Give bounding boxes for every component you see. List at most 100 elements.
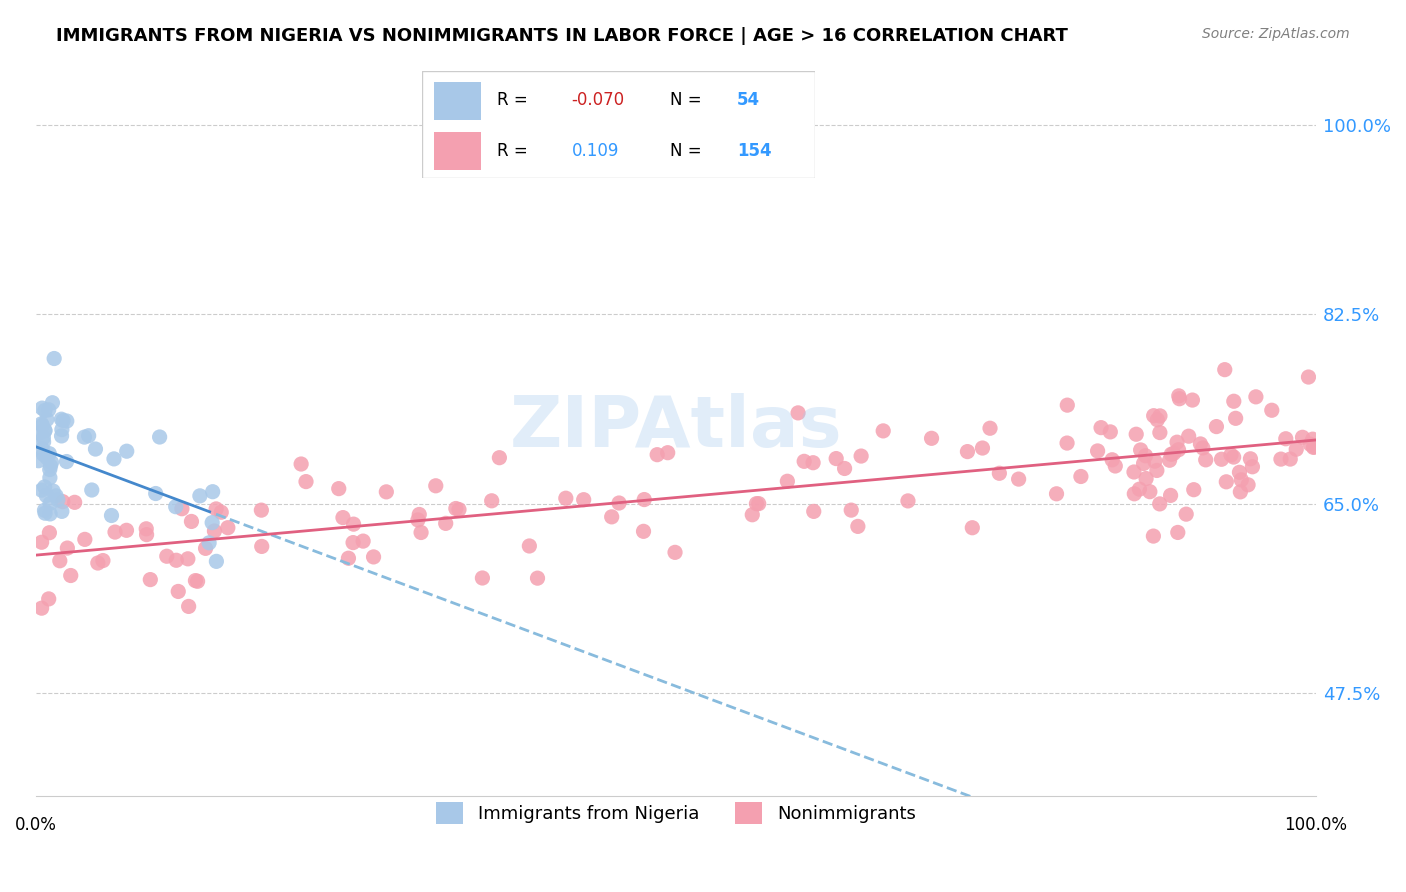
Point	[1182, 483, 1205, 497]
Point	[664, 545, 686, 559]
Point	[1128, 482, 1150, 496]
Point	[1167, 525, 1189, 540]
Point	[921, 431, 943, 445]
Point	[657, 446, 679, 460]
Point	[1229, 466, 1251, 480]
Point	[77, 428, 100, 442]
Point	[51, 429, 73, 443]
Point	[1132, 457, 1154, 471]
Point	[188, 489, 211, 503]
Point	[56, 541, 79, 555]
Point	[31, 418, 53, 433]
Point	[165, 553, 187, 567]
Point	[1146, 413, 1168, 427]
Point	[1163, 446, 1185, 460]
Point	[184, 574, 207, 588]
Text: 100.0%: 100.0%	[1285, 815, 1347, 834]
Point	[748, 497, 770, 511]
Point	[1299, 437, 1322, 451]
Point	[38, 447, 60, 461]
Point	[198, 536, 221, 550]
Point	[1244, 390, 1267, 404]
Point	[406, 513, 429, 527]
Point	[1219, 448, 1241, 462]
Point	[1135, 471, 1157, 485]
Point	[1045, 487, 1067, 501]
Point	[554, 491, 576, 506]
Point	[49, 554, 72, 568]
Point	[34, 480, 56, 494]
Point	[32, 431, 55, 445]
Point	[115, 524, 138, 538]
Point	[46, 492, 69, 507]
Point	[1167, 389, 1189, 403]
Point	[42, 483, 65, 498]
Point	[31, 442, 53, 456]
Point	[897, 494, 920, 508]
Point	[205, 554, 228, 568]
Point	[41, 455, 63, 469]
Point	[177, 551, 200, 566]
Point	[1211, 452, 1233, 467]
Point	[194, 541, 217, 556]
Point	[38, 470, 60, 484]
Point	[776, 475, 799, 489]
Point	[32, 434, 55, 449]
Point	[34, 503, 56, 517]
Point	[1225, 411, 1247, 425]
Point	[100, 508, 122, 523]
Point	[849, 449, 872, 463]
Point	[135, 522, 157, 536]
Point	[51, 504, 73, 518]
Point	[519, 539, 541, 553]
Point	[1279, 452, 1302, 467]
Point	[38, 591, 60, 606]
Point	[1168, 392, 1191, 406]
Point	[39, 458, 62, 473]
Point	[425, 479, 447, 493]
Point	[872, 424, 894, 438]
Point	[471, 571, 494, 585]
Point	[38, 462, 60, 476]
Point	[1215, 475, 1237, 489]
Point	[1159, 453, 1181, 467]
Point	[481, 493, 503, 508]
Text: 0.109: 0.109	[571, 142, 619, 160]
Point	[1189, 437, 1212, 451]
Point	[73, 533, 96, 547]
Point	[447, 502, 470, 516]
Point	[332, 510, 354, 524]
Point	[1275, 432, 1298, 446]
Point	[35, 489, 58, 503]
Text: 154: 154	[737, 142, 772, 160]
Point	[55, 414, 77, 428]
Text: IMMIGRANTS FROM NIGERIA VS NONIMMIGRANTS IN LABOR FORCE | AGE > 16 CORRELATION C: IMMIGRANTS FROM NIGERIA VS NONIMMIGRANTS…	[56, 27, 1069, 45]
Point	[51, 423, 73, 437]
Text: -0.070: -0.070	[571, 91, 624, 109]
Point	[1123, 465, 1146, 479]
Point	[1135, 449, 1157, 463]
Point	[165, 500, 187, 514]
Point	[1291, 430, 1313, 444]
Point	[139, 573, 162, 587]
Point	[31, 483, 53, 497]
Point	[1298, 370, 1320, 384]
Point	[290, 457, 312, 471]
FancyBboxPatch shape	[433, 82, 481, 120]
FancyBboxPatch shape	[433, 132, 481, 169]
Point	[52, 414, 75, 428]
Point	[1213, 362, 1236, 376]
Point	[201, 516, 224, 530]
Point	[1303, 440, 1326, 454]
Point	[1143, 409, 1166, 423]
Point	[526, 571, 548, 585]
Point	[59, 568, 82, 582]
Point	[80, 483, 103, 497]
Point	[328, 482, 350, 496]
Point	[145, 486, 167, 500]
Point	[295, 475, 318, 489]
Point	[149, 430, 172, 444]
Point	[1099, 425, 1122, 439]
FancyBboxPatch shape	[422, 71, 815, 178]
Point	[103, 451, 125, 466]
